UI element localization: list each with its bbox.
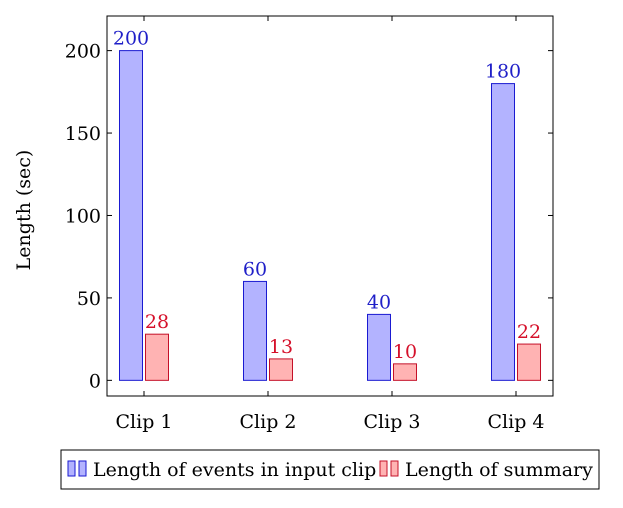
data-label-series-2-clip-1: 28 — [145, 311, 169, 333]
legend-swatch — [390, 460, 399, 477]
plot-area-frame — [106, 15, 554, 397]
bar-series-2-clip-3 — [393, 363, 417, 381]
y-tick-label: 200 — [65, 41, 101, 63]
data-label-series-2-clip-2: 13 — [269, 336, 293, 358]
legend-swatch — [78, 460, 87, 477]
data-label-series-1-clip-2: 60 — [243, 258, 267, 280]
legend: Length of events in input clip Length of … — [60, 449, 600, 490]
bar-series-1-clip-3 — [367, 313, 391, 381]
y-tick-label: 100 — [65, 205, 101, 227]
bar-series-2-clip-2 — [269, 358, 293, 381]
y-tick-label: 0 — [89, 370, 101, 392]
legend-swatch — [379, 460, 388, 477]
legend-label: Length of events in input clip — [93, 459, 376, 481]
bar-series-2-clip-1 — [145, 333, 169, 381]
bar-series-2-clip-4 — [517, 343, 541, 381]
y-tick-label: 150 — [65, 123, 101, 145]
y-tick-label: 50 — [77, 288, 101, 310]
data-label-series-2-clip-3: 10 — [393, 341, 417, 363]
legend-swatch — [67, 460, 76, 477]
bar-series-1-clip-1 — [119, 50, 143, 381]
bar-series-1-clip-2 — [243, 280, 267, 381]
y-axis-title: Length (sec) — [13, 150, 35, 271]
x-tick-label: Clip 4 — [488, 411, 545, 433]
data-label-series-1-clip-1: 200 — [113, 28, 149, 50]
legend-item-series-1: Length of events in input clip — [67, 459, 376, 481]
axis-ticks-layer: 0 50 100 150 200 Clip 1 Clip 2 Clip 3 Clip 4 — [65, 16, 553, 433]
data-label-series-2-clip-4: 22 — [517, 321, 541, 343]
legend-item-series-2: Length of summary — [379, 459, 593, 481]
legend-label: Length of summary — [405, 459, 593, 481]
legend-box — [60, 449, 600, 490]
data-label-series-1-clip-4: 180 — [485, 61, 521, 83]
bar-series-1-clip-4 — [491, 83, 515, 381]
bars-layer — [119, 50, 541, 381]
data-label-series-1-clip-3: 40 — [367, 291, 391, 313]
x-tick-label: Clip 3 — [364, 411, 421, 433]
x-tick-label: Clip 2 — [240, 411, 297, 433]
x-tick-label: Clip 1 — [116, 411, 173, 433]
data-labels-layer: 200 60 40 180 28 13 10 22 — [113, 28, 541, 363]
